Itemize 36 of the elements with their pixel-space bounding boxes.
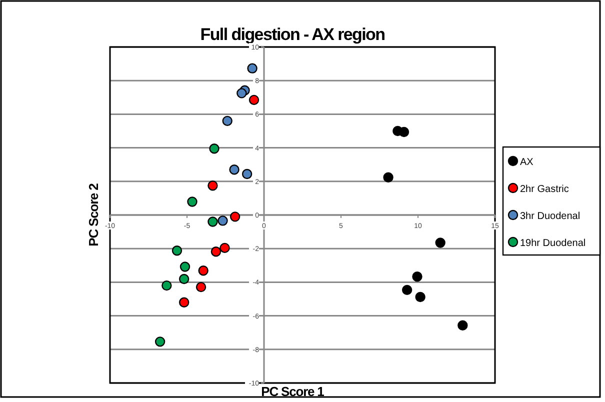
legend-label: 3hr Duodenal — [520, 211, 580, 222]
point — [242, 168, 252, 180]
point — [198, 266, 208, 276]
point — [208, 216, 218, 227]
point — [178, 297, 190, 308]
point — [196, 282, 206, 292]
point — [208, 180, 218, 191]
point — [229, 164, 240, 175]
point — [415, 292, 426, 302]
point — [187, 196, 198, 207]
point — [162, 280, 172, 291]
legend-label: 19hr Duodenal — [520, 238, 586, 249]
point — [210, 246, 222, 257]
legend-label: AX — [520, 157, 534, 168]
point — [222, 116, 232, 126]
point — [402, 284, 412, 296]
point — [236, 88, 247, 98]
point — [209, 144, 220, 154]
y-axis-title: PC Score 2 — [86, 183, 101, 246]
point — [412, 272, 422, 282]
point — [458, 320, 468, 330]
point — [180, 262, 190, 272]
point — [230, 212, 240, 222]
chart-title: Full digestion - AX region — [200, 25, 386, 44]
point — [154, 336, 166, 347]
point — [172, 246, 182, 256]
point — [220, 242, 230, 254]
point — [178, 274, 190, 284]
point — [435, 238, 446, 248]
x-axis-title: PC Score 1 — [261, 384, 324, 399]
point — [248, 94, 260, 106]
point — [247, 63, 258, 74]
point — [218, 216, 228, 226]
point — [383, 172, 394, 182]
point — [398, 126, 410, 138]
legend-label: 2hr Gastric — [520, 184, 569, 195]
